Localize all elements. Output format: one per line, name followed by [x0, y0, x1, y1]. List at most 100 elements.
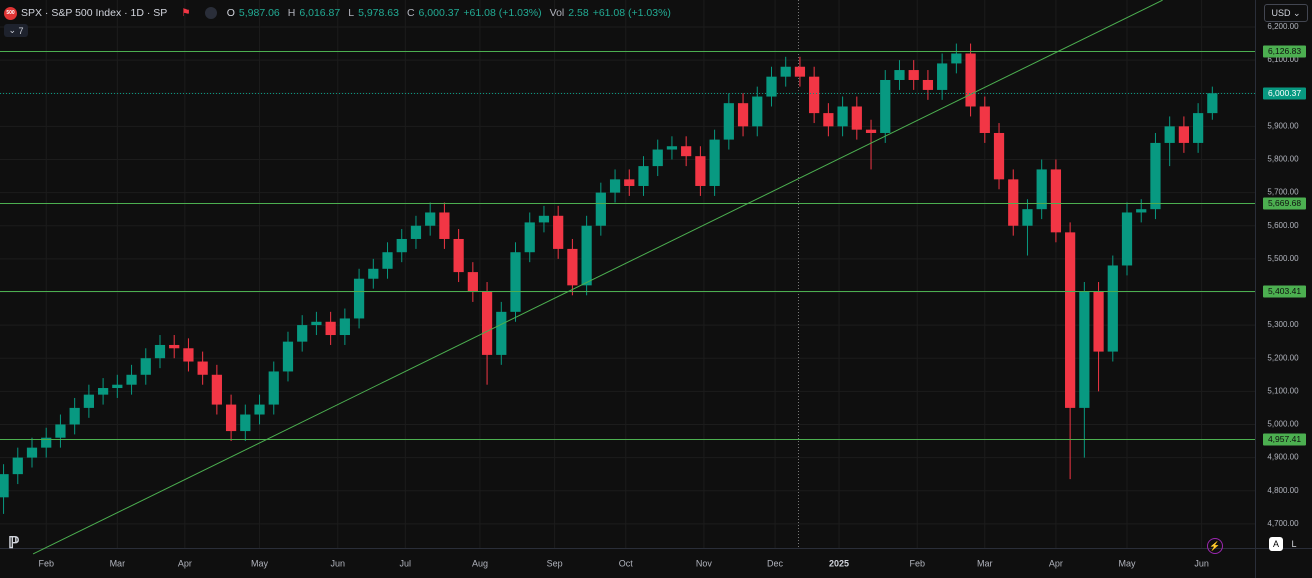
y-tick-label: 5,700.00 — [1267, 188, 1299, 197]
y-tick-label: 5,900.00 — [1267, 121, 1299, 130]
x-tick-label: Nov — [696, 558, 713, 568]
trend-line — [32, 0, 1163, 555]
x-tick-label: Oct — [619, 558, 634, 568]
candle-body — [823, 113, 834, 127]
candle-body — [681, 146, 692, 157]
y-tick-label: 5,200.00 — [1267, 353, 1299, 362]
last-price-box — [1263, 87, 1306, 100]
candle-body — [396, 238, 407, 253]
candle-body — [1065, 232, 1076, 408]
candle-body — [12, 457, 23, 475]
candle-body — [780, 66, 791, 77]
candle-body — [339, 318, 350, 336]
candle-body — [83, 394, 94, 408]
candle-body — [467, 272, 478, 292]
close-value: 6,000.37 — [418, 7, 460, 19]
candle-body — [723, 103, 734, 140]
candle-body — [567, 248, 578, 286]
y-tick-label: 5,500.00 — [1267, 254, 1299, 263]
x-tick-label: Aug — [472, 558, 488, 568]
x-tick-label: Apr — [1049, 558, 1063, 568]
level-price-label: 5,403.41 — [1268, 286, 1301, 296]
candle-body — [908, 70, 919, 80]
log-scale-button[interactable]: L — [1291, 539, 1297, 549]
candle-body — [425, 212, 436, 226]
y-tick-label: 5,300.00 — [1267, 320, 1299, 329]
candle-body — [282, 341, 294, 372]
candle-body — [1136, 209, 1147, 213]
candle-body — [353, 278, 365, 319]
candle-body — [624, 179, 635, 186]
candle-body — [112, 384, 123, 389]
candle-body — [922, 79, 934, 90]
y-tick-label: 5,100.00 — [1267, 386, 1299, 395]
level-price-label: 6,126.83 — [1268, 46, 1301, 56]
candle-body — [41, 437, 52, 448]
level-price-box — [1263, 433, 1306, 446]
candle-body — [766, 76, 777, 97]
level-price-label: 4,957.41 — [1268, 434, 1301, 444]
candle-body — [0, 474, 9, 498]
candle-body — [169, 344, 180, 349]
y-tick-label: 6,100.00 — [1267, 55, 1299, 64]
candle-body — [951, 53, 962, 64]
candle-body — [26, 447, 38, 458]
flag-icon[interactable]: ⚑ — [181, 7, 191, 19]
candle-body — [268, 371, 279, 405]
candle-body — [752, 96, 763, 127]
candle-body — [794, 66, 806, 77]
candle-body — [183, 348, 194, 362]
x-tick-label: Jun — [1194, 558, 1209, 568]
vol-change: +61.08 (+1.03%) — [592, 7, 671, 19]
x-tick-label: Jul — [400, 558, 412, 568]
candle-body — [553, 215, 564, 249]
symbol-title[interactable]: SPX · S&P 500 Index · 1D · SP — [21, 7, 168, 19]
level-price-box — [1263, 285, 1306, 298]
candle-body — [481, 291, 493, 355]
currency-button[interactable]: USD ⌄ — [1264, 4, 1308, 22]
x-tick-label: Jun — [330, 558, 345, 568]
candle-body — [382, 252, 393, 269]
last-price-label: 6,000.37 — [1268, 88, 1301, 98]
candle-body — [1093, 291, 1104, 352]
candle-body — [240, 414, 251, 432]
candle-body — [439, 212, 450, 239]
candle-body — [1150, 142, 1161, 210]
candle-body — [652, 149, 663, 167]
high-label: H — [287, 7, 296, 19]
indicators-toggle[interactable]: ⌄ 7 — [4, 24, 28, 37]
candle-body — [126, 374, 137, 385]
x-tick-label: May — [1119, 558, 1137, 568]
candle-body — [1050, 169, 1062, 233]
candle-body — [311, 321, 322, 326]
x-tick-label: Feb — [38, 558, 54, 568]
candle-body — [140, 358, 151, 375]
candle-body — [837, 106, 848, 127]
candle-body — [211, 374, 222, 405]
candle-body — [1022, 209, 1033, 226]
indicators-count: 7 — [18, 25, 24, 36]
level-price-label: 5,669.68 — [1268, 198, 1301, 208]
candle-body — [1107, 265, 1118, 352]
x-tick-label: Sep — [547, 558, 563, 568]
high-value: 6,016.87 — [299, 7, 341, 19]
candle-body — [1164, 126, 1175, 143]
vol-label: Vol — [549, 7, 565, 19]
currency-label: USD — [1271, 8, 1291, 18]
candle-body — [368, 268, 379, 279]
vol-value: 2.58 — [568, 7, 589, 19]
candle-body — [695, 156, 706, 186]
candle-body — [1193, 113, 1204, 143]
auto-scale-button[interactable]: A — [1269, 537, 1283, 551]
candle-body — [297, 325, 308, 342]
minus-button[interactable] — [204, 7, 217, 19]
candle-body — [410, 225, 422, 239]
y-tick-label: 4,900.00 — [1267, 453, 1299, 462]
candle-body — [851, 106, 862, 130]
candle-body — [1079, 291, 1090, 408]
candle-body — [1036, 169, 1047, 210]
candle-body — [1008, 179, 1019, 226]
tv-logo: ℙ — [8, 535, 20, 552]
bolt-icon[interactable]: ⚡ — [1207, 538, 1223, 554]
